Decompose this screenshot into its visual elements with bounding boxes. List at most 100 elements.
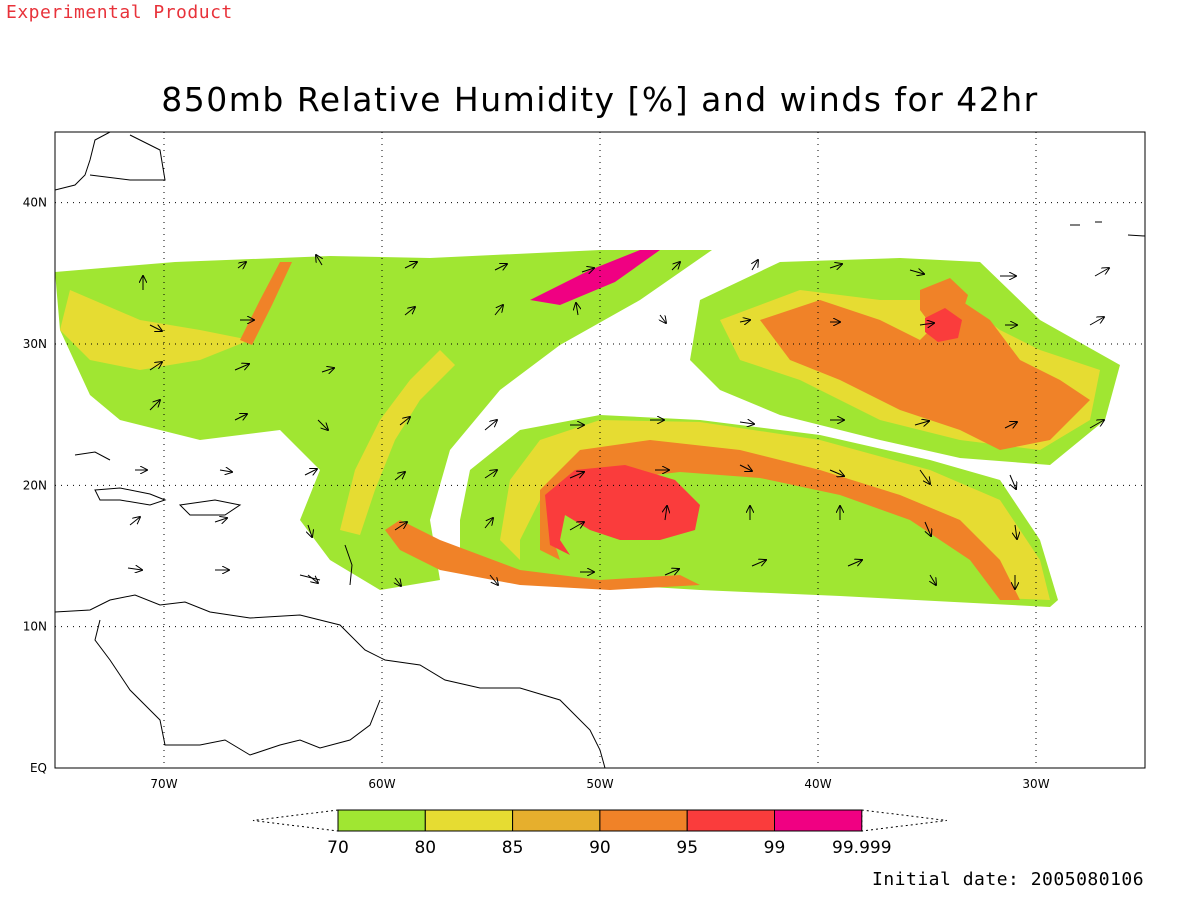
wind-arrow — [234, 364, 249, 371]
wind-arrow — [394, 472, 405, 481]
coastlines — [55, 132, 1145, 768]
wind-arrow — [752, 260, 758, 271]
wind-arrow — [484, 420, 497, 431]
coastline-south-america — [55, 594, 606, 768]
wind-arrow — [664, 569, 679, 576]
lon-tick-label: 50W — [586, 777, 613, 791]
humidity-band-yellow — [340, 350, 455, 535]
humidity-core-red — [545, 465, 700, 555]
humidity-band-orange — [540, 440, 1020, 600]
colorbar-label: 70 — [327, 838, 349, 858]
wind-arrow — [489, 574, 498, 585]
wind-arrow — [1004, 422, 1017, 428]
coastline-caribbean-islands — [74, 451, 353, 586]
experimental-product-label: Experimental Product — [6, 2, 233, 23]
wind-arrow — [308, 524, 312, 537]
wind-arrow — [576, 303, 578, 316]
humidity-band-orange — [240, 262, 292, 345]
wind-arrow — [829, 469, 844, 476]
wind-arrow — [671, 262, 680, 271]
wind-arrow — [149, 362, 162, 371]
wind-arrow — [739, 465, 752, 471]
map-title: 850mb Relative Humidity [%] and winds fo… — [161, 80, 1039, 119]
wind-arrow — [919, 469, 930, 484]
coastline-north-america — [55, 132, 166, 191]
wind-arrow — [739, 422, 754, 424]
wind-arrow — [930, 574, 936, 585]
colorbar-label: 90 — [589, 838, 611, 858]
wind-arrow — [214, 518, 227, 522]
lon-tick-label: 70W — [150, 777, 177, 791]
wind-arrow — [739, 320, 750, 322]
wind-arrow — [149, 400, 160, 411]
lon-tick-label: 40W — [804, 777, 831, 791]
lat-tick-label: 10N — [23, 620, 47, 634]
colorbar-left-arrow — [252, 809, 339, 832]
colorbar-right-arrow — [861, 809, 947, 832]
colorbar-swatch — [599, 809, 688, 832]
lat-tick-label: 30N — [23, 337, 47, 351]
colorbar-label: 85 — [502, 838, 524, 858]
wind-arrow — [127, 568, 142, 570]
colorbar-swatch — [337, 809, 426, 832]
colorbar-swatch — [774, 809, 863, 832]
wind-arrow — [847, 560, 862, 567]
humidity-band-orange — [385, 520, 700, 590]
wind-arrow — [129, 517, 140, 526]
wind-arrow — [404, 307, 415, 316]
wind-arrow — [751, 560, 766, 567]
wind-arrow — [219, 470, 232, 472]
colorbar-label: 80 — [414, 838, 436, 858]
lon-tick-label: 60W — [368, 777, 395, 791]
wind-vectors — [127, 255, 1109, 589]
wind-arrow — [1089, 317, 1104, 326]
wind-arrow — [924, 521, 931, 536]
humidity-core-red — [925, 308, 962, 342]
wind-arrow — [304, 469, 317, 475]
colorbar: 70 80 85 90 95 99 99.999 — [252, 809, 947, 858]
axis-labels: 40N 30N 20N 10N EQ 70W 60W 50W 40W 30W — [23, 196, 1050, 791]
lat-lon-grid — [55, 132, 1145, 768]
lat-tick-label: 40N — [23, 196, 47, 210]
wind-arrow — [149, 325, 162, 331]
humidity-jet-streak — [530, 250, 660, 305]
lat-tick-label: 20N — [23, 478, 47, 492]
wind-arrow — [494, 264, 507, 270]
colorbar-swatch — [512, 809, 601, 832]
wind-arrow — [569, 522, 584, 531]
wind-arrow — [919, 323, 934, 325]
wind-arrow — [914, 421, 929, 425]
wind-arrow — [307, 574, 318, 583]
wind-arrow — [399, 417, 410, 426]
wind-arrow — [234, 414, 247, 420]
wind-arrow — [1094, 268, 1109, 277]
wind-arrow — [321, 368, 334, 372]
wind-arrow — [494, 305, 503, 316]
wind-arrow — [1089, 420, 1104, 429]
colorbar-label: 95 — [676, 838, 698, 858]
coastline-azores — [1070, 221, 1145, 237]
wind-arrow — [829, 264, 842, 268]
colorbar-swatch — [686, 809, 776, 832]
wind-arrow — [484, 470, 497, 479]
wind-arrow — [581, 268, 594, 272]
initial-date: Initial date: 2005080106 — [872, 869, 1145, 890]
wind-arrow — [665, 506, 667, 521]
wind-arrow — [660, 314, 666, 323]
humidity-band-orange — [760, 300, 1090, 450]
wind-arrow — [394, 522, 407, 531]
wind-arrow — [404, 262, 417, 268]
colorbar-swatch — [424, 809, 514, 832]
plot-frame — [54, 131, 1146, 769]
colorbar-label: 99.999 — [832, 838, 891, 858]
wind-arrow — [909, 270, 924, 274]
lon-tick-label: 30W — [1022, 777, 1049, 791]
colorbar-label: 99 — [764, 838, 786, 858]
wind-arrow — [316, 255, 322, 266]
wind-arrow — [237, 262, 246, 268]
wind-arrow — [1015, 524, 1017, 539]
wind-arrow — [1009, 474, 1016, 489]
wind-arrow — [317, 419, 328, 430]
humidity-field — [55, 250, 1120, 607]
